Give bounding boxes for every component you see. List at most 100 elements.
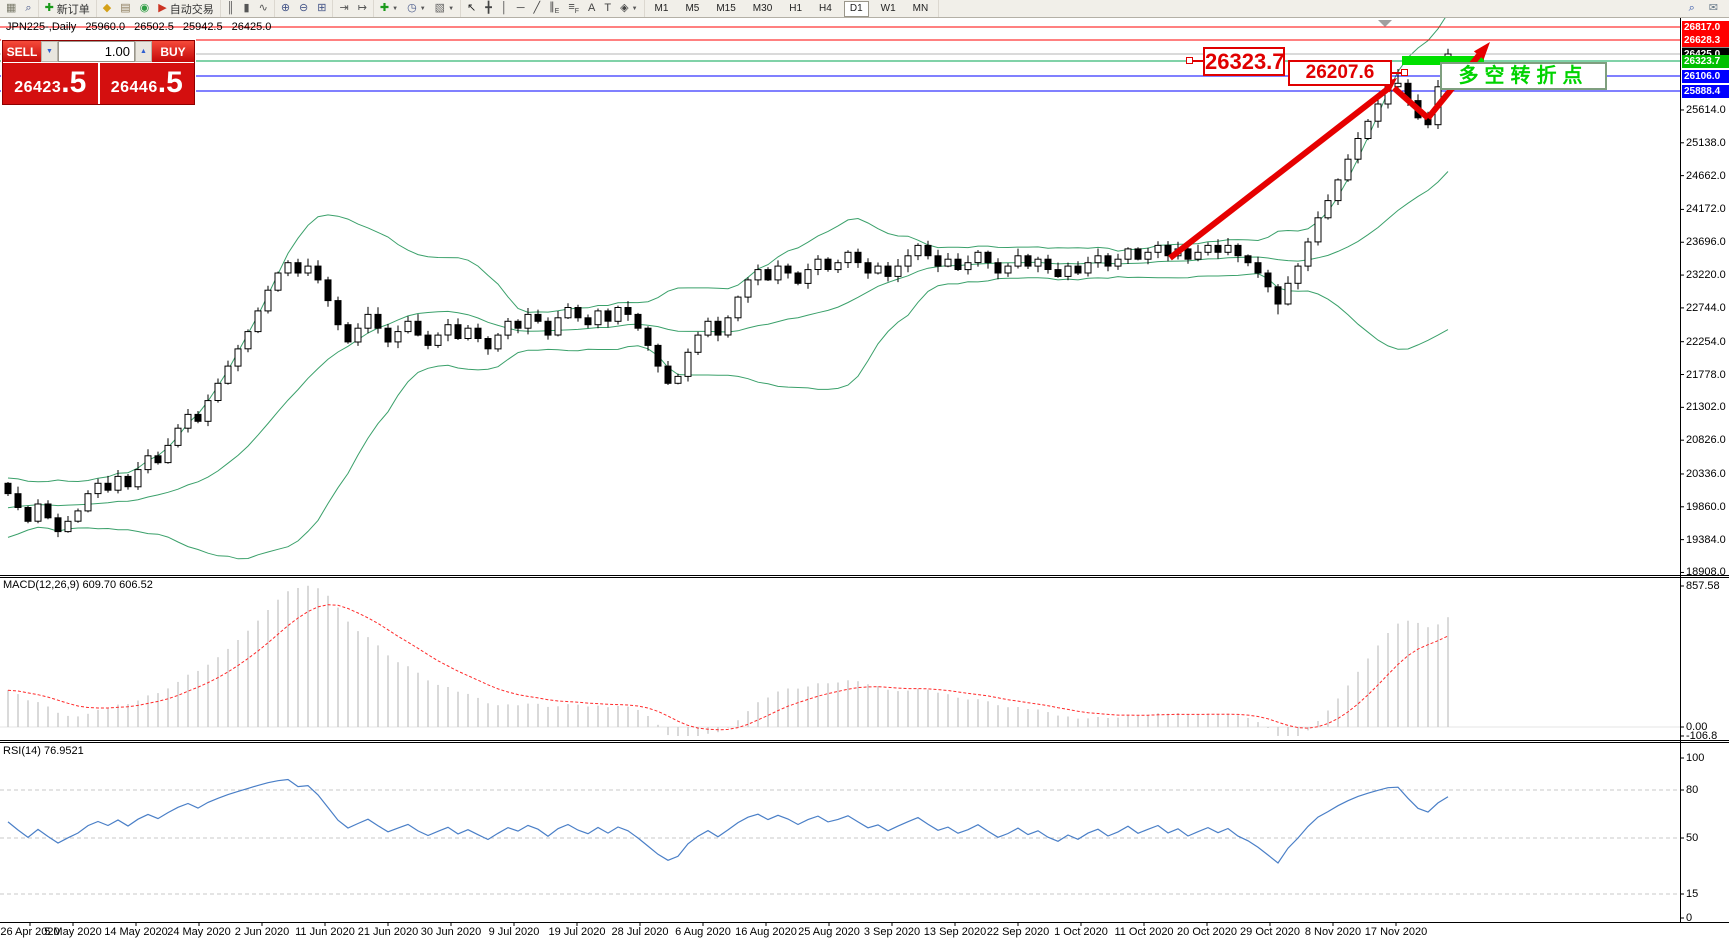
autotrading-button[interactable]: ▶ 自动交易 — [157, 1, 214, 17]
horizontal-line-tool-icon: ─ — [516, 2, 525, 14]
timeframe-h4-button[interactable]: H4 — [819, 2, 832, 14]
tile-windows-button[interactable]: ⊞ — [316, 3, 327, 14]
tool-letter: F — [574, 8, 580, 16]
label-tool-icon: T — [604, 2, 612, 14]
zoom-preview-icon: ⌕ — [25, 2, 32, 14]
sell-button[interactable]: SELL — [3, 41, 41, 62]
date-axis-label: 2 Jun 2020 — [234, 926, 290, 938]
tile-windows-icon: ⊞ — [317, 2, 327, 14]
zoom-out-icon: ⊖ — [299, 2, 309, 14]
panel-separator[interactable] — [0, 577, 1729, 578]
one-click-trade-panel: SELL ▼ 1.00 ▲ BUY 26423 .5 26446 .5 — [2, 40, 195, 105]
horizontal-line-tool-button[interactable]: ─ — [516, 3, 526, 14]
search-button[interactable]: ⌕ — [1688, 3, 1696, 14]
panel-separator[interactable] — [0, 740, 1729, 741]
date-axis-label: 26 Apr 2020 — [0, 926, 60, 938]
zoom-preview-button[interactable]: ⌕ — [24, 3, 32, 14]
timeframe-m1-button[interactable]: M1 — [654, 2, 669, 14]
line-chart-icon: ∿ — [258, 2, 268, 14]
toolbar-group: ⊕ ⊖ ⊞ — [275, 0, 334, 17]
buy-button[interactable]: BUY — [152, 41, 194, 62]
toolbar-group: ✚ 新订单 — [39, 0, 97, 17]
sell-price-display[interactable]: 26423 .5 — [3, 63, 98, 104]
date-axis-label: 21 Jun 2020 — [357, 926, 419, 938]
panel-separator[interactable] — [0, 575, 1729, 576]
candlestick-chart-button[interactable]: ▮ — [243, 3, 251, 14]
price-axis-label: 25138.0 — [1686, 137, 1726, 149]
trendline-tool-button[interactable]: ╱ — [533, 3, 542, 14]
date-axis-label: 20 Oct 2020 — [1177, 926, 1237, 938]
sell-price-pips: .5 — [61, 66, 87, 99]
timeframe-m15-button[interactable]: M15 — [716, 2, 736, 14]
volume-decrease-button[interactable]: ▼ — [41, 41, 58, 62]
buy-price-display[interactable]: 26446 .5 — [99, 63, 194, 104]
timeframe-m5-button[interactable]: M5 — [685, 2, 700, 14]
chart-window-icon: ▦ — [6, 2, 17, 14]
chat-button[interactable]: ✉ — [1708, 3, 1719, 14]
trade-panel-controls: SELL ▼ 1.00 ▲ BUY — [3, 41, 194, 62]
rsi-axis-label: 80 — [1686, 784, 1699, 796]
vertical-line-tool-icon: │ — [500, 2, 508, 14]
channel-tool-button[interactable]: ∥E — [548, 0, 560, 16]
toolbar-group: ✚ ▼ ◷ ▼ ▧ ▼ — [374, 0, 462, 17]
ohlc-close: 26425.0 — [231, 21, 272, 33]
terminal-button[interactable]: ▤ — [119, 3, 131, 14]
new-order-button[interactable]: ✚ 新订单 — [44, 1, 91, 17]
timeframe-m30-button[interactable]: M30 — [752, 2, 773, 14]
rsi-axis-label: 0 — [1686, 912, 1693, 924]
timeframe-h1-button[interactable]: H1 — [789, 2, 803, 14]
swing-high-price-label[interactable]: 26207.6 — [1288, 60, 1408, 86]
bar-chart-button[interactable]: ║ — [226, 3, 236, 14]
signals-button[interactable]: ◉ — [139, 3, 151, 14]
toolbar-group: ↖ ╋ │ ─ ╱ ∥E ≡F A T ◈ ▼ — [461, 0, 645, 17]
macd-axis-label: -106.8 — [1686, 730, 1718, 742]
date-axis-label: 17 Nov 2020 — [1364, 926, 1428, 938]
macd-indicator-label: MACD(12,26,9) 609.70 606.52 — [3, 579, 153, 591]
rsi-axis-label: 100 — [1686, 752, 1705, 764]
zoom-out-button[interactable]: ⊖ — [298, 3, 309, 14]
channel-tool-icon: ∥E — [549, 0, 560, 16]
price-axis-label: 23220.0 — [1686, 269, 1726, 281]
zoom-in-icon: ⊕ — [280, 2, 291, 14]
price-axis-label: 22254.0 — [1686, 336, 1726, 348]
toolbar-group: ▦ ⌕ — [0, 0, 39, 17]
date-axis-label: 16 Aug 2020 — [735, 926, 797, 938]
chart-title: JPN225-,Daily 25960.0 26502.5 25942.5 26… — [6, 21, 271, 33]
turning-point-note[interactable]: 多空转折点 — [1440, 62, 1607, 90]
text-tool-button[interactable]: A — [587, 3, 596, 14]
tool-letter: E — [554, 8, 560, 16]
resistance-price-label[interactable]: 26323.7 — [1186, 47, 1285, 76]
line-chart-button[interactable]: ∿ — [258, 3, 269, 14]
date-axis-label: 3 Sep 2020 — [863, 926, 921, 938]
buy-price-main: 26446 — [110, 79, 158, 96]
rsi-axis-label: 50 — [1686, 832, 1699, 844]
templates-button[interactable]: ▧ ▼ — [434, 3, 455, 14]
periods-button[interactable]: ◷ ▼ — [406, 3, 427, 14]
fibonacci-tool-button[interactable]: ≡F — [567, 0, 580, 16]
chart-shift-button[interactable]: ↦ — [357, 3, 368, 14]
cursor-tool-button[interactable]: ↖ — [466, 3, 477, 14]
label-tool-button[interactable]: T — [603, 3, 612, 14]
trendline-tool-icon: ╱ — [533, 2, 541, 14]
arrows-tool-button[interactable]: ◈ ▼ — [619, 3, 638, 14]
timeframe-mn-button[interactable]: MN — [912, 2, 929, 14]
volume-increase-button[interactable]: ▲ — [135, 41, 152, 62]
timeframe-w1-button[interactable]: W1 — [880, 2, 896, 14]
periods-icon: ◷ — [407, 2, 417, 14]
chevron-down-icon: ▼ — [419, 5, 426, 12]
timeframe-d1-button[interactable]: D1 — [843, 0, 869, 17]
date-axis-label: 13 Sep 2020 — [923, 926, 987, 938]
panel-separator[interactable] — [0, 742, 1729, 743]
indicators-button[interactable]: ✚ ▼ — [379, 3, 399, 14]
volume-input[interactable]: 1.00 — [58, 41, 135, 62]
crosshair-tool-button[interactable]: ╋ — [484, 3, 493, 14]
metaeditor-button[interactable]: ◆ — [102, 3, 112, 14]
chart-window-button[interactable]: ▦ — [5, 3, 17, 14]
auto-scroll-button[interactable]: ⇥ — [338, 3, 349, 14]
toolbar-right-group: ⌕ ✉ — [1683, 0, 1729, 17]
vertical-line-tool-button[interactable]: │ — [500, 3, 509, 14]
fibonacci-tool-icon: ≡F — [568, 0, 580, 16]
zoom-in-button[interactable]: ⊕ — [280, 3, 291, 14]
crosshair-tool-icon: ╋ — [485, 2, 492, 14]
